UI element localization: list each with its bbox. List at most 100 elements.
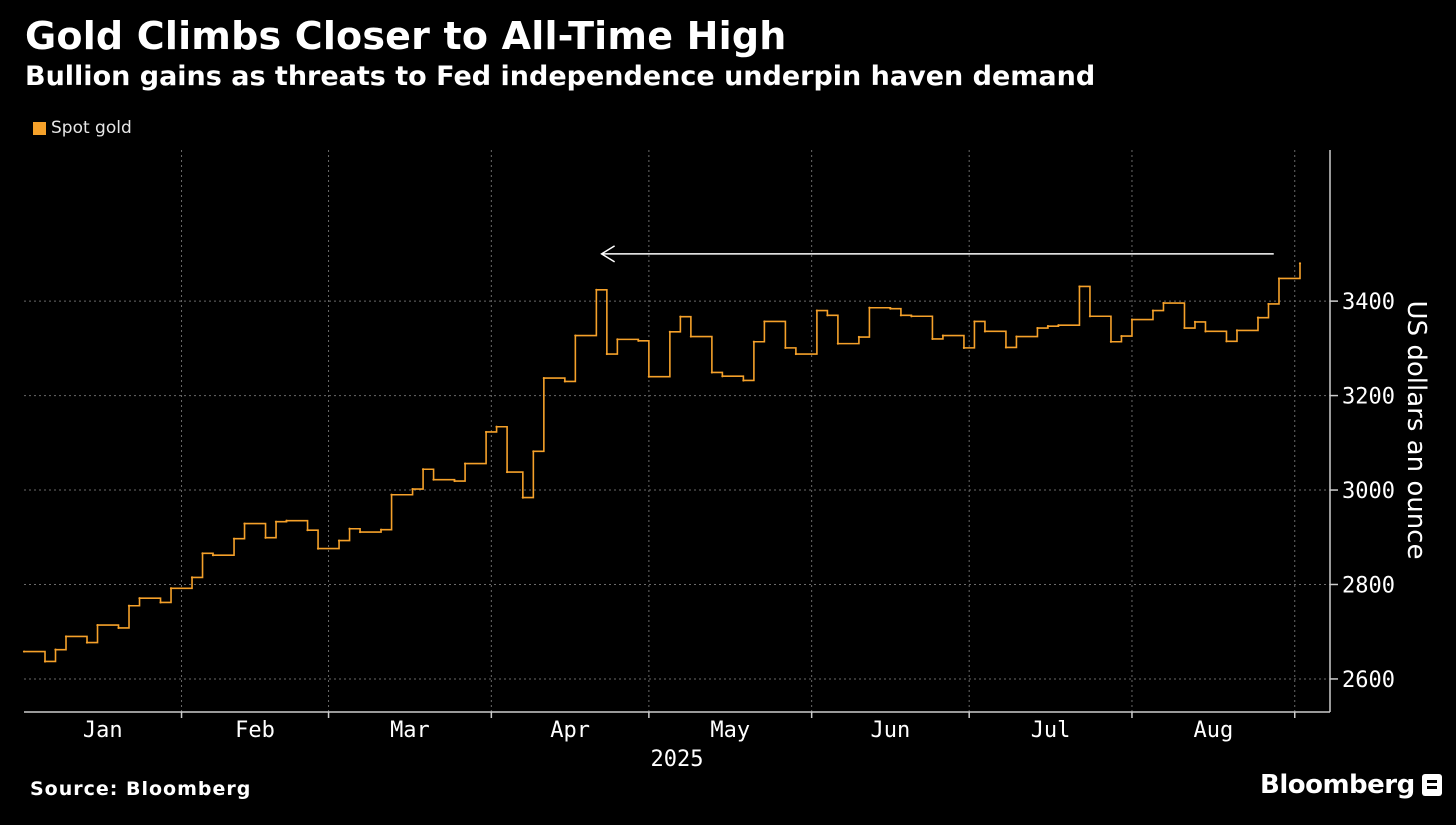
data-point [784, 346, 787, 349]
data-point [1036, 326, 1039, 330]
data-point [358, 530, 362, 534]
data-point [127, 604, 131, 607]
data-point [910, 315, 913, 318]
data-point [64, 635, 68, 638]
x-axis-year-label: 2025 [651, 747, 704, 772]
data-point [815, 309, 819, 312]
data-point [495, 425, 498, 428]
y-axis-label: US dollars an ounce [1401, 301, 1431, 560]
data-point [379, 528, 383, 531]
data-point [679, 315, 682, 318]
data-point [463, 462, 467, 465]
x-tick-label: May [710, 718, 750, 743]
data-point [243, 522, 246, 525]
data-point [285, 519, 288, 522]
data-point [721, 375, 724, 378]
bloomberg-logo: Bloomberg [1260, 770, 1442, 800]
data-point [274, 520, 278, 523]
data-point [742, 379, 745, 382]
data-point [505, 470, 509, 474]
data-point [432, 478, 435, 481]
data-point [1183, 326, 1186, 330]
data-point [453, 479, 456, 483]
data-point [931, 337, 934, 341]
data-point [1151, 309, 1155, 312]
data-point [96, 624, 99, 627]
data-point [411, 487, 414, 491]
data-point [1162, 301, 1165, 305]
source-note: Source: Bloomberg [30, 778, 252, 800]
data-point [1078, 285, 1081, 288]
data-point [348, 527, 351, 530]
data-point [983, 330, 987, 333]
annotations [600, 245, 1274, 263]
data-point [1088, 315, 1092, 318]
legend: Spot gold [33, 117, 132, 139]
data-point [1004, 346, 1008, 349]
data-point [532, 450, 535, 453]
x-tick-label: Feb [235, 718, 275, 743]
data-point [54, 648, 57, 651]
data-point [316, 547, 320, 550]
data-point [1109, 340, 1113, 343]
chart-grid [24, 150, 1330, 712]
x-tick-label: Jan [83, 718, 123, 743]
data-point [836, 342, 840, 345]
data-point [826, 314, 829, 317]
data-point [563, 380, 566, 383]
y-tick-label: 3400 [1342, 290, 1395, 315]
data-point [1225, 340, 1228, 343]
x-tick-label: Jun [871, 718, 911, 743]
data-point [752, 340, 755, 343]
bloomberg-mark-icon [1421, 774, 1442, 796]
data-point [574, 334, 577, 337]
series-line-spot-gold [24, 263, 1301, 663]
data-point [190, 576, 194, 579]
data-point [668, 330, 671, 333]
data-point [941, 334, 945, 337]
y-tick-label: 3000 [1342, 479, 1395, 504]
chart-title: Gold Climbs Closer to All-Time High [25, 14, 787, 58]
data-point [962, 346, 966, 349]
data-point [484, 430, 488, 434]
data-point [857, 335, 861, 339]
chart-subtitle: Bullion gains as threats to Fed independ… [25, 61, 1096, 92]
data-point [1120, 334, 1123, 338]
data-point [43, 660, 47, 663]
data-point [973, 320, 976, 323]
data-point [637, 339, 640, 342]
data-point [689, 335, 692, 338]
data-point [1057, 324, 1060, 327]
data-point [306, 529, 309, 532]
data-point [1256, 316, 1260, 319]
data-point [1277, 277, 1281, 280]
data-point [899, 314, 903, 317]
data-point [390, 493, 393, 496]
x-tick-label: Mar [390, 718, 430, 743]
arrow-head-icon [600, 245, 616, 263]
data-point [232, 537, 236, 540]
y-tick-label: 3200 [1342, 385, 1395, 410]
data-point [264, 536, 267, 539]
data-point [710, 371, 713, 374]
legend-label-spot-gold: Spot gold [51, 118, 132, 138]
data-point [421, 468, 425, 471]
data-point [542, 377, 545, 380]
legend-swatch-spot-gold [33, 121, 46, 135]
data-point [1015, 335, 1018, 338]
data-point [159, 601, 162, 604]
data-point [1204, 330, 1207, 333]
data-point [616, 338, 619, 341]
data-point [1193, 320, 1197, 324]
data-point [117, 626, 120, 630]
data-point [211, 554, 215, 557]
data-point [85, 641, 89, 644]
data-point [1267, 302, 1270, 306]
brand-wordmark: Bloomberg [1260, 770, 1415, 800]
data-point [605, 352, 608, 356]
data-point [1130, 318, 1134, 321]
data-point [889, 307, 892, 310]
data-point [763, 320, 766, 323]
y-tick-label: 2800 [1342, 573, 1395, 598]
